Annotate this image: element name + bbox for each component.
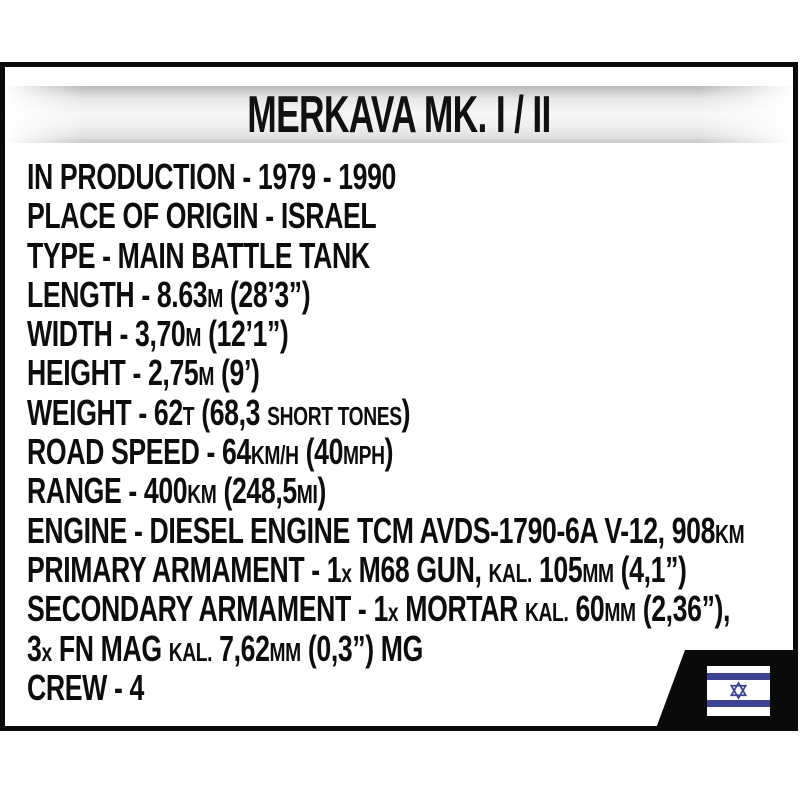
- spec-segment: MORTAR: [398, 588, 526, 630]
- spec-segment: KM: [715, 518, 745, 549]
- spec-segment: T: [182, 400, 195, 431]
- spec-segment: 3: [27, 627, 42, 669]
- corner-flag-badge: [655, 650, 798, 731]
- spec-segment: M: [198, 361, 215, 392]
- spec-segment: KAL.: [525, 597, 569, 628]
- spec-segment: (12’1”): [201, 313, 289, 355]
- spec-segment: TYPE - MAIN BATTLE TANK: [27, 234, 370, 276]
- spec-segment: (28’3”): [222, 273, 311, 315]
- spec-line: HEIGHT - 2,75M (9’): [27, 353, 744, 392]
- spec-segment: MM: [269, 636, 302, 667]
- spec-line: ENGINE - DIESEL ENGINE TCM AVDS-1790-6A …: [27, 509, 745, 551]
- spec-segment: CREW - 4: [27, 666, 144, 708]
- spec-segment: M: [185, 322, 202, 353]
- spec-segment: KM: [187, 479, 217, 510]
- spec-line: RANGE - 400KM (248,5MI): [27, 471, 744, 510]
- spec-segment: RANGE - 400: [27, 470, 188, 512]
- spec-segment: MM: [604, 597, 636, 628]
- spec-segment: ENGINE - DIESEL ENGINE TCM AVDS-1790-6A …: [27, 509, 716, 551]
- spec-segment: LENGTH - 8.63: [27, 273, 208, 315]
- spec-segment: HEIGHT - 2,75: [27, 352, 199, 394]
- spec-line: 3x FN MAG KAL. 7,62MM (0,3”) MG: [27, 627, 744, 669]
- spec-line: WEIGHT - 62T (68,3 SHORT TONES): [27, 393, 744, 432]
- spec-line: CREW - 4: [27, 668, 744, 707]
- spec-segment: x: [387, 597, 399, 628]
- spec-segment: KM/H: [250, 440, 299, 471]
- spec-segment: M68 GUN,: [351, 548, 489, 590]
- spec-segment: 7,62: [212, 627, 270, 669]
- flag-stripe-top: [707, 673, 770, 680]
- spec-segment: ): [401, 391, 411, 433]
- spec-line: ROAD SPEED - 64KM/H (40MPH): [27, 432, 744, 471]
- spec-line: TYPE - MAIN BATTLE TANK: [27, 234, 744, 276]
- star-of-david-icon: [729, 681, 748, 700]
- spec-segment: ): [384, 431, 394, 473]
- spec-segment: KAL.: [168, 636, 213, 667]
- spec-segment: 60: [568, 588, 605, 630]
- spec-line: IN PRODUCTION - 1979 - 1990: [27, 157, 744, 196]
- flag-stripe-bottom: [707, 700, 770, 707]
- spec-panel: MERKAVA MK. I / II IN PRODUCTION - 1979 …: [0, 62, 798, 731]
- spec-segment: WEIGHT - 62: [27, 391, 183, 433]
- spec-segment: MI: [296, 479, 318, 510]
- spec-line: WIDTH - 3,70M (12’1”): [27, 314, 744, 353]
- spec-segment: M: [207, 282, 223, 313]
- spec-list: IN PRODUCTION - 1979 - 1990 PLACE OF ORIG…: [27, 157, 800, 707]
- spec-segment: SECONDARY ARMAMENT - 1: [27, 588, 388, 630]
- spec-segment: IN PRODUCTION - 1979 - 1990: [27, 156, 397, 197]
- spec-segment: WIDTH - 3,70: [27, 313, 186, 355]
- model-title: MERKAVA MK. I / II: [247, 85, 551, 144]
- spec-segment: x: [341, 557, 352, 588]
- spec-segment: ROAD SPEED - 64: [27, 431, 251, 473]
- israel-flag-icon: [707, 666, 770, 716]
- spec-line: LENGTH - 8.63M (28’3”): [27, 275, 744, 314]
- spec-segment: MPH: [343, 440, 385, 471]
- spec-segment: FN MAG: [51, 627, 169, 669]
- spec-line: PLACE OF ORIGIN - ISRAEL: [27, 196, 744, 235]
- spec-segment: (0,3”) MG: [300, 627, 423, 669]
- spec-line: SECONDARY ARMAMENT - 1x MORTAR KAL. 60MM…: [27, 589, 744, 628]
- spec-segment: (4,1”): [613, 548, 687, 590]
- spec-segment: PRIMARY ARMAMENT - 1: [27, 548, 342, 590]
- spec-segment: 105: [531, 548, 583, 590]
- spec-segment: (2,36”),: [635, 588, 731, 630]
- title-band: MERKAVA MK. I / II: [5, 85, 793, 144]
- spec-segment: PLACE OF ORIGIN - ISRAEL: [27, 195, 377, 237]
- spec-segment: SHORT TONES: [267, 400, 402, 431]
- spec-segment: (9’): [214, 352, 260, 394]
- spec-segment: x: [41, 636, 52, 667]
- spec-segment: (248,5: [216, 470, 297, 512]
- spec-segment: MM: [582, 557, 614, 588]
- spec-line: PRIMARY ARMAMENT - 1x M68 GUN, KAL. 105M…: [27, 550, 744, 589]
- spec-segment: ): [317, 470, 326, 512]
- spec-segment: (40: [298, 431, 344, 473]
- spec-segment: KAL.: [488, 557, 533, 588]
- spec-segment: (68,3: [194, 391, 268, 433]
